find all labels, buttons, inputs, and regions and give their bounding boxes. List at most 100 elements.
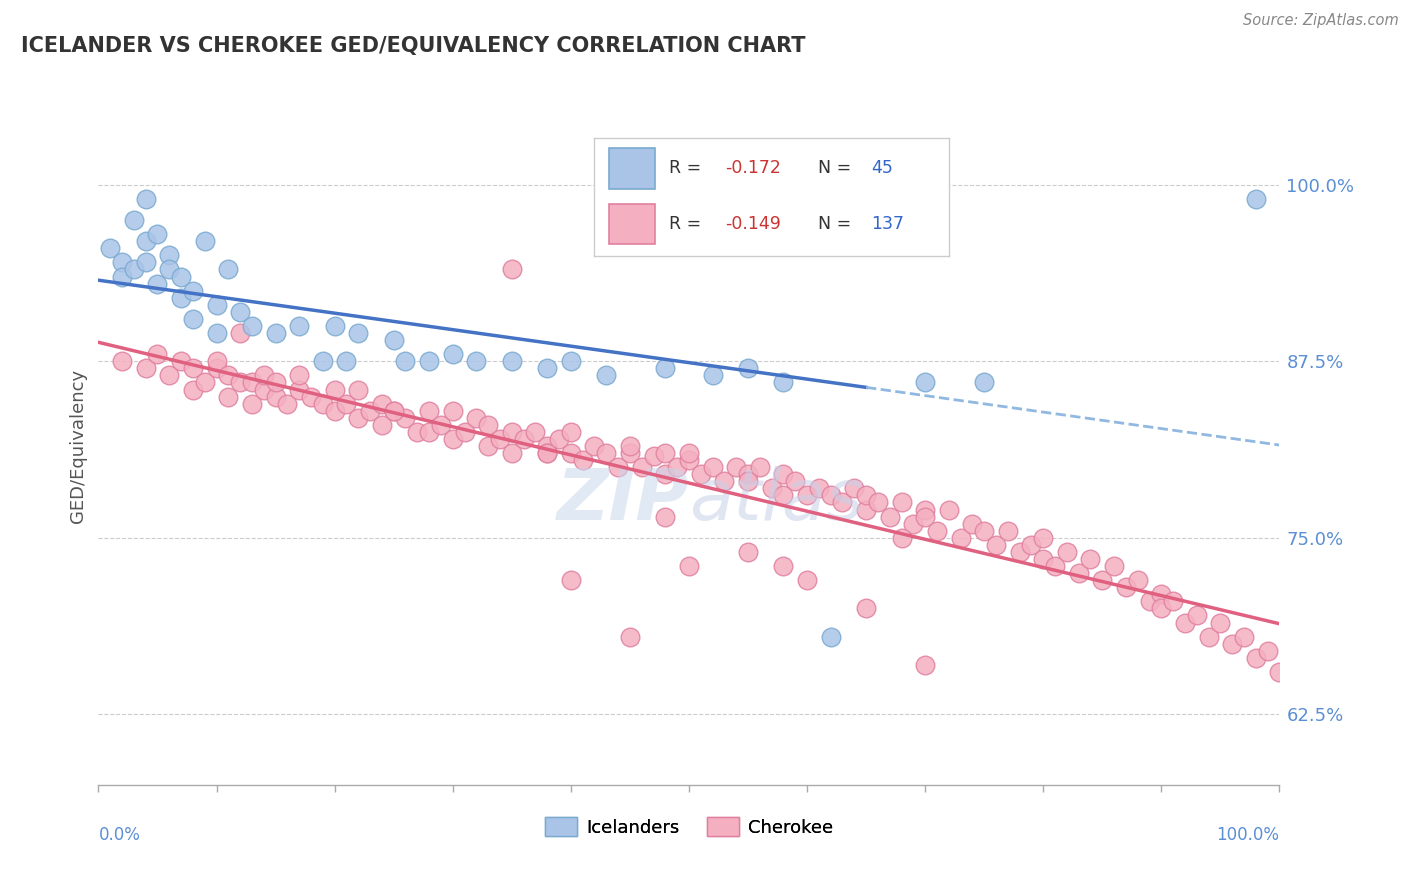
- Point: [1233, 630, 1256, 644]
- Point: [536, 361, 558, 376]
- Point: [1126, 573, 1149, 587]
- Point: [796, 573, 818, 587]
- Point: [1244, 192, 1267, 206]
- Legend: Icelanders, Cherokee: Icelanders, Cherokee: [537, 810, 841, 844]
- Point: [737, 467, 759, 482]
- Point: [229, 305, 252, 319]
- Point: [146, 277, 169, 291]
- Point: [737, 475, 759, 489]
- Point: [194, 376, 217, 390]
- Point: [347, 383, 370, 397]
- Point: [323, 383, 346, 397]
- Point: [157, 262, 180, 277]
- Point: [217, 390, 239, 404]
- Point: [855, 502, 877, 516]
- Point: [299, 390, 322, 404]
- Point: [288, 383, 311, 397]
- Point: [571, 453, 593, 467]
- Point: [536, 439, 558, 453]
- Point: [654, 361, 676, 376]
- Point: [430, 417, 453, 432]
- Point: [984, 538, 1007, 552]
- Text: R =: R =: [669, 215, 707, 233]
- Text: ICELANDER VS CHEROKEE GED/EQUIVALENCY CORRELATION CHART: ICELANDER VS CHEROKEE GED/EQUIVALENCY CO…: [21, 36, 806, 55]
- Point: [512, 432, 534, 446]
- Point: [654, 509, 676, 524]
- Text: R =: R =: [669, 160, 707, 178]
- Point: [465, 354, 488, 368]
- Point: [761, 482, 783, 496]
- Point: [772, 488, 794, 502]
- Point: [949, 531, 972, 545]
- Point: [1244, 651, 1267, 665]
- Point: [666, 460, 689, 475]
- Text: Source: ZipAtlas.com: Source: ZipAtlas.com: [1243, 13, 1399, 29]
- Point: [276, 396, 298, 410]
- Point: [973, 524, 995, 538]
- Point: [253, 383, 276, 397]
- Point: [1139, 594, 1161, 608]
- FancyBboxPatch shape: [609, 148, 655, 188]
- Point: [1150, 587, 1173, 601]
- Point: [217, 368, 239, 383]
- Point: [772, 376, 794, 390]
- Point: [205, 354, 228, 368]
- Point: [323, 403, 346, 417]
- Point: [925, 524, 948, 538]
- Point: [441, 347, 464, 361]
- Point: [501, 354, 523, 368]
- Point: [678, 453, 700, 467]
- Point: [1021, 538, 1043, 552]
- Point: [382, 403, 405, 417]
- Point: [536, 446, 558, 460]
- Point: [501, 262, 523, 277]
- Point: [229, 326, 252, 340]
- Point: [406, 425, 429, 439]
- Point: [489, 432, 512, 446]
- Point: [914, 502, 936, 516]
- Point: [122, 262, 145, 277]
- Point: [312, 396, 335, 410]
- Point: [441, 432, 464, 446]
- Point: [418, 403, 440, 417]
- Point: [111, 269, 134, 284]
- Point: [335, 354, 357, 368]
- Point: [157, 368, 180, 383]
- Point: [997, 524, 1019, 538]
- Point: [157, 248, 180, 262]
- Point: [264, 390, 287, 404]
- Point: [394, 354, 416, 368]
- Point: [1080, 552, 1102, 566]
- Y-axis label: GED/Equivalency: GED/Equivalency: [69, 369, 87, 523]
- Point: [914, 376, 936, 390]
- Point: [288, 368, 311, 383]
- Point: [689, 467, 711, 482]
- Point: [264, 376, 287, 390]
- Point: [181, 312, 204, 326]
- Point: [240, 376, 263, 390]
- Point: [831, 495, 853, 509]
- Point: [1209, 615, 1232, 630]
- Point: [135, 234, 157, 248]
- Point: [654, 467, 676, 482]
- Point: [122, 213, 145, 227]
- Point: [205, 298, 228, 312]
- Point: [347, 326, 370, 340]
- Point: [1056, 545, 1078, 559]
- Point: [619, 630, 641, 644]
- Point: [170, 354, 193, 368]
- Point: [229, 376, 252, 390]
- Point: [465, 410, 488, 425]
- Point: [240, 318, 263, 333]
- Point: [371, 417, 394, 432]
- Point: [702, 368, 724, 383]
- Text: N =: N =: [818, 160, 856, 178]
- Point: [962, 516, 984, 531]
- Point: [796, 488, 818, 502]
- Point: [181, 383, 204, 397]
- Text: N =: N =: [818, 215, 856, 233]
- Point: [785, 475, 807, 489]
- Point: [394, 410, 416, 425]
- Point: [170, 269, 193, 284]
- FancyBboxPatch shape: [609, 204, 655, 244]
